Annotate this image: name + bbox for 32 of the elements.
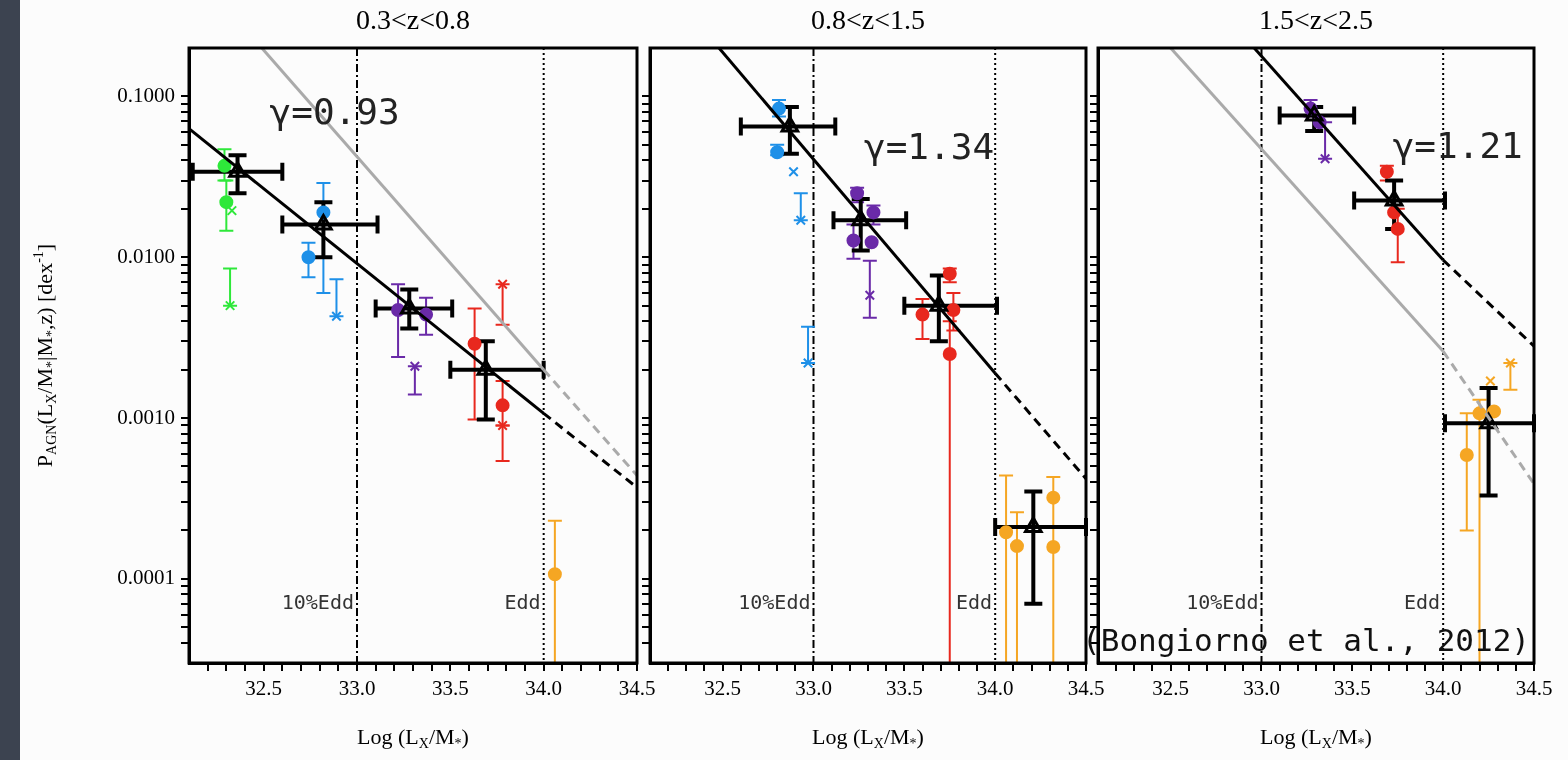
chart-title: 0.8<z<1.5 — [811, 4, 926, 36]
x-tick-label: 32.5 — [245, 676, 283, 701]
x-tick-label: 34.0 — [525, 676, 563, 701]
x-tick-label: 33.0 — [1243, 676, 1280, 701]
x-tick-label: 32.5 — [704, 676, 742, 701]
x-tick-label: 33.0 — [338, 676, 376, 701]
y-tick-label: 0.0001 — [117, 565, 175, 590]
ref-line-label: Edd — [956, 590, 993, 615]
y-tick-label: 0.0100 — [117, 243, 175, 268]
x-tick-label: 34.5 — [618, 676, 656, 701]
ref-line-label: Edd — [504, 590, 541, 615]
y-tick-label: 0.0010 — [117, 404, 175, 429]
x-tick-label: 34.0 — [1424, 676, 1462, 701]
x-tick-label: 33.0 — [795, 676, 832, 701]
x-tick-label: 33.5 — [885, 676, 923, 701]
x-tick-label: 34.0 — [976, 676, 1014, 701]
ref-line-label: 10%Edd — [1186, 590, 1259, 615]
annotation: γ=1.34 — [864, 126, 995, 168]
x-tick-label: 34.5 — [1067, 676, 1105, 701]
x-tick-label: 34.5 — [1515, 676, 1553, 701]
ref-line-label: Edd — [1404, 590, 1441, 615]
chart-title: 0.3<z<0.8 — [356, 4, 471, 36]
y-tick-label: 0.1000 — [117, 82, 175, 107]
x-tick-label: 33.5 — [431, 676, 469, 701]
x-tick-label: 32.5 — [1152, 676, 1190, 701]
ref-line-label: 10%Edd — [281, 590, 354, 615]
x-tick-label: 33.5 — [1333, 676, 1371, 701]
annotation: γ=1.21 — [1392, 124, 1523, 166]
ref-line-label: 10%Edd — [738, 590, 811, 615]
annotation: γ=0.93 — [269, 91, 400, 133]
text: PAGN(LX/M*|M*,z) [dex-1] — [31, 243, 60, 468]
chart-title: 1.5<z<2.5 — [1259, 4, 1374, 36]
